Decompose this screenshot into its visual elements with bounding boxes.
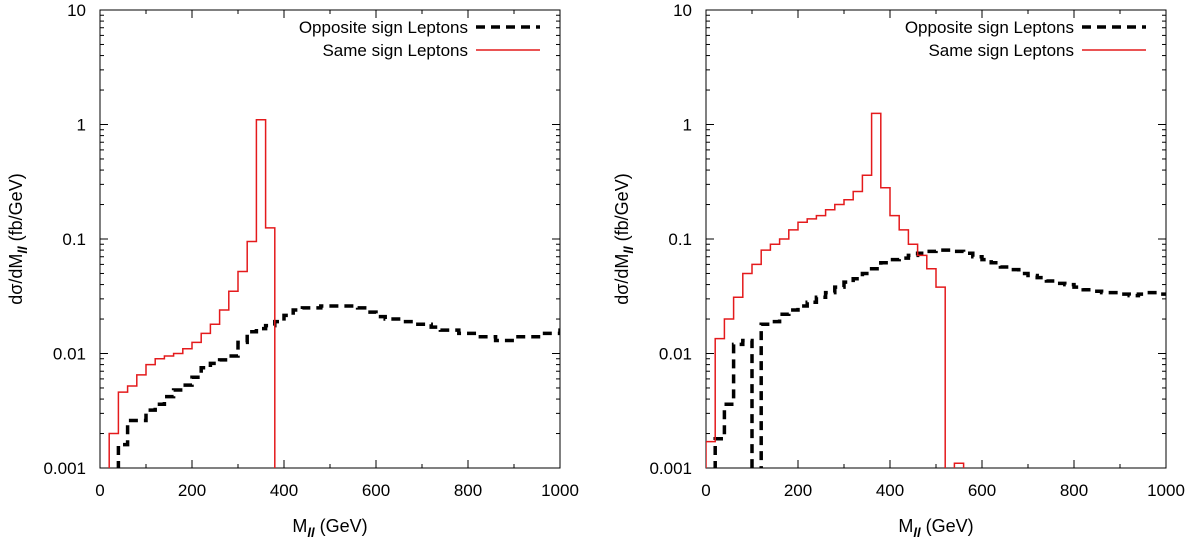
plot-frame [705,9,1167,469]
y-axis-label-main: dσ/dM [6,254,26,305]
x-tick-label: 800 [454,481,482,500]
x-tick-label: 600 [968,481,996,500]
x-tick-label: 200 [178,481,206,500]
chart-panel-right: 0 200 400 600 800 1000 0.001 0.01 0.1 1 10 Mll (GeV… [612,1,1185,540]
series-line-same-sign [706,112,965,468]
y-axis-label-unit: (fb/GeV) [612,173,632,246]
x-tick-label: 1000 [541,481,579,500]
x-axis-label-sub: ll [913,525,921,540]
x-axis-label-unit: (GeV) [315,516,368,536]
series-line-opposite-sign [116,304,560,468]
x-axis-label-sub: ll [307,525,315,540]
y-tick-label: 0.1 [62,230,86,249]
x-axis-label-main: M [292,516,307,536]
y-tick-label: 0.001 [43,459,86,478]
x-tick-label: 200 [784,481,812,500]
plot-frame [99,9,561,469]
y-tick-label: 1 [77,116,86,135]
y-axis-label-sub: ll [621,246,636,254]
legend-label: Same sign Leptons [322,41,468,60]
chart-panel-left: 0 200 400 600 800 1000 0.001 0.01 0.1 1 10 Mll (GeV… [6,1,579,540]
legend-label: Opposite sign Leptons [905,18,1074,37]
legend-label: Same sign Leptons [928,41,1074,60]
x-axis-label: Mll (GeV) [898,516,973,540]
y-axis-label-main: dσ/dM [612,254,632,305]
y-tick-label: 0.1 [668,230,692,249]
x-axis-label: Mll (GeV) [292,516,367,540]
series-line-same-sign [108,119,276,468]
y-axis-label: dσ/dMll (fb/GeV) [612,173,636,304]
y-tick-label: 0.01 [53,345,86,364]
y-axis-label-unit: (fb/GeV) [6,173,26,246]
x-tick-label: 400 [876,481,904,500]
y-tick-label: 1 [683,116,692,135]
legend-label: Opposite sign Leptons [299,18,468,37]
y-tick-label: 0.001 [649,459,692,478]
x-axis-label-main: M [898,516,913,536]
y-tick-label: 0.01 [659,345,692,364]
x-tick-label: 600 [362,481,390,500]
y-tick-label: 10 [67,1,86,20]
y-tick-label: 10 [673,1,692,20]
x-tick-label: 800 [1060,481,1088,500]
x-tick-label: 1000 [1147,481,1185,500]
x-tick-label: 0 [701,481,710,500]
x-tick-label: 400 [270,481,298,500]
series-line-opposite-sign [713,248,1166,468]
y-axis-label: dσ/dMll (fb/GeV) [6,173,30,304]
x-axis-label-unit: (GeV) [921,516,974,536]
y-axis-label-sub: ll [15,246,30,254]
x-tick-label: 0 [95,481,104,500]
